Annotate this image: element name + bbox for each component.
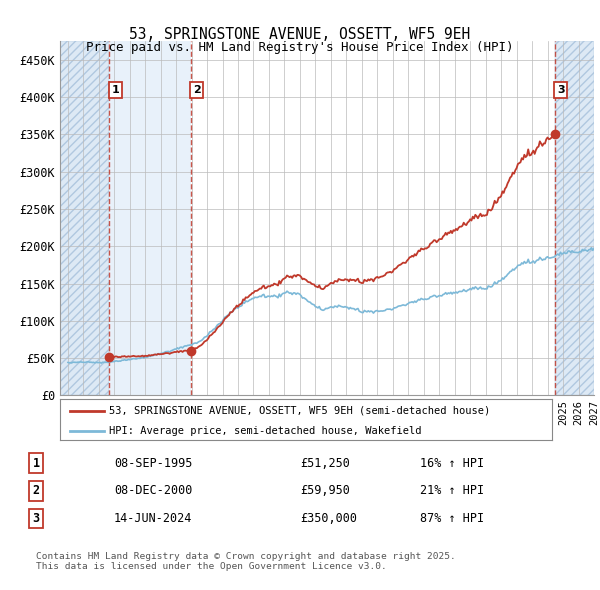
Bar — [109, 41, 191, 395]
Text: 87% ↑ HPI: 87% ↑ HPI — [420, 512, 484, 525]
Text: 21% ↑ HPI: 21% ↑ HPI — [420, 484, 484, 497]
Text: 16% ↑ HPI: 16% ↑ HPI — [420, 457, 484, 470]
Text: 08-SEP-1995: 08-SEP-1995 — [114, 457, 193, 470]
Bar — [554, 41, 594, 395]
Text: 53, SPRINGSTONE AVENUE, OSSETT, WF5 9EH (semi-detached house): 53, SPRINGSTONE AVENUE, OSSETT, WF5 9EH … — [109, 406, 490, 416]
Text: 53, SPRINGSTONE AVENUE, OSSETT, WF5 9EH: 53, SPRINGSTONE AVENUE, OSSETT, WF5 9EH — [130, 27, 470, 41]
Text: 14-JUN-2024: 14-JUN-2024 — [114, 512, 193, 525]
Text: HPI: Average price, semi-detached house, Wakefield: HPI: Average price, semi-detached house,… — [109, 426, 422, 436]
Text: Contains HM Land Registry data © Crown copyright and database right 2025.
This d: Contains HM Land Registry data © Crown c… — [36, 552, 456, 571]
Text: 2: 2 — [193, 85, 201, 95]
Bar — [60, 41, 109, 395]
Text: Price paid vs. HM Land Registry's House Price Index (HPI): Price paid vs. HM Land Registry's House … — [86, 41, 514, 54]
Text: £51,250: £51,250 — [300, 457, 350, 470]
Text: 1: 1 — [32, 457, 40, 470]
Text: 3: 3 — [32, 512, 40, 525]
Bar — [554, 41, 594, 395]
Text: 1: 1 — [112, 85, 119, 95]
Text: £350,000: £350,000 — [300, 512, 357, 525]
Text: £59,950: £59,950 — [300, 484, 350, 497]
Bar — [60, 41, 109, 395]
Text: 3: 3 — [557, 85, 565, 95]
Text: 2: 2 — [32, 484, 40, 497]
Text: 08-DEC-2000: 08-DEC-2000 — [114, 484, 193, 497]
